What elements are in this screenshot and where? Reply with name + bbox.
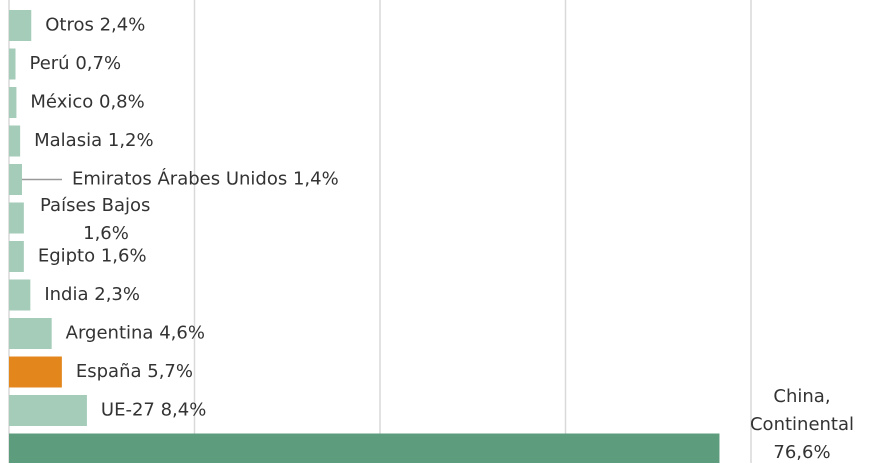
bar (9, 125, 21, 157)
value-label: 1,6% (101, 246, 147, 267)
data-label: México 0,8% (30, 92, 144, 113)
bar (9, 48, 16, 80)
bar (9, 318, 52, 349)
bar (9, 433, 720, 463)
category-label: India (44, 284, 88, 305)
data-label: China, Continental 76,6% (750, 386, 854, 463)
value-label: 4,6% (159, 323, 205, 344)
value-label: 1,6% (83, 223, 129, 244)
category-label: UE-27 (101, 400, 155, 421)
data-label: Egipto 1,6% (38, 246, 147, 267)
category-label: Malasia (34, 130, 102, 151)
category-label: México (30, 92, 93, 113)
data-label: Perú 0,7% (29, 53, 121, 74)
data-label: Malasia 1,2% (34, 130, 153, 151)
category-label: Egipto (38, 246, 95, 267)
bar (9, 164, 22, 195)
bar (9, 202, 24, 234)
bar (9, 395, 87, 426)
value-label: 1,2% (108, 130, 154, 151)
value-label: 2,4% (100, 15, 146, 36)
bar (9, 241, 24, 272)
bar (9, 279, 31, 311)
category-label: China, Continental (750, 386, 854, 435)
value-label: 5,7% (147, 361, 193, 382)
data-label: Emiratos Árabes Unidos 1,4% (72, 168, 339, 190)
value-label: 2,3% (94, 284, 140, 305)
value-label: 1,4% (293, 169, 339, 190)
data-label: Otros 2,4% (45, 15, 145, 36)
data-label: India 2,3% (44, 284, 140, 305)
category-label: Países Bajos (40, 195, 150, 216)
data-label: España 5,7% (76, 361, 193, 382)
value-label: 76,6% (773, 442, 830, 463)
value-label: 8,4% (161, 400, 207, 421)
data-label: UE-27 8,4% (101, 400, 206, 421)
value-label: 0,7% (75, 53, 121, 74)
data-label: Países Bajos 1,6% (40, 195, 150, 244)
data-label: Argentina 4,6% (66, 323, 205, 344)
bar (9, 10, 32, 41)
category-label: Otros (45, 15, 94, 36)
category-label: Emiratos Árabes Unidos (72, 168, 287, 190)
category-label: Perú (29, 53, 69, 74)
category-label: España (76, 361, 142, 382)
bar (9, 87, 17, 118)
category-label: Argentina (66, 323, 154, 344)
value-label: 0,8% (99, 92, 145, 113)
bar (9, 356, 62, 388)
